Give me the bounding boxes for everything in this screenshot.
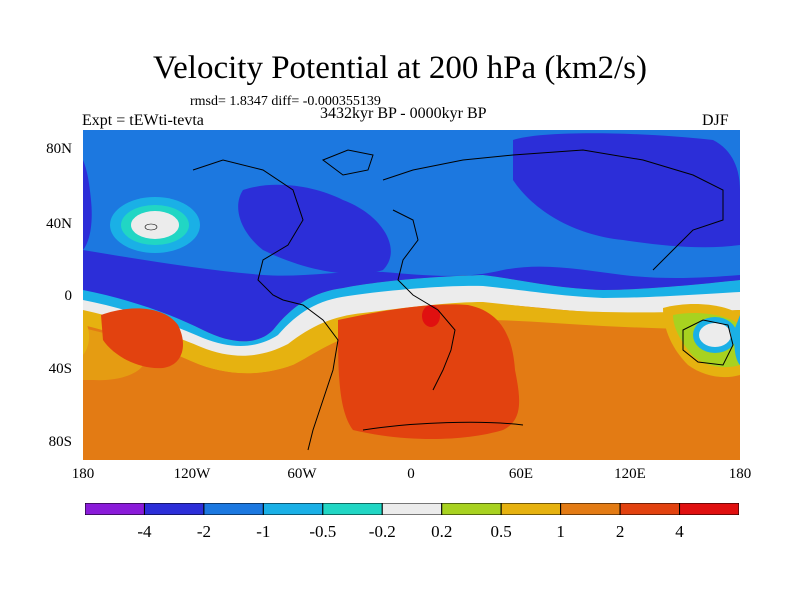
- colorbar-tick-label: 4: [675, 522, 684, 541]
- colorbar-tick-label: -0.2: [368, 522, 396, 541]
- colorbar-tick-label: 0.2: [431, 522, 453, 541]
- colorbar-tick-label: 2: [615, 522, 625, 541]
- colorbar-swatch: [85, 503, 145, 515]
- lon-label-180e: 180: [728, 466, 752, 482]
- plot-title: Velocity Potential at 200 hPa (km2/s): [152, 50, 648, 86]
- colorbar-tick-label: 0.5: [490, 522, 512, 541]
- lon-label-0: 0: [407, 466, 415, 482]
- experiment-label: Expt = tEWti-tevta: [82, 112, 204, 129]
- map-panel: [83, 130, 740, 460]
- colorbar-swatch: [203, 503, 264, 515]
- coastlines: [192, 149, 734, 451]
- colorbar-swatch: [500, 503, 562, 515]
- colorbar-swatch: [143, 503, 205, 515]
- colorbar-tick-label: -0.5: [309, 522, 337, 541]
- lat-label-0: 0: [64, 288, 73, 304]
- lon-label-60w: 60W: [287, 466, 317, 482]
- colorbar-tick-label: 1: [556, 522, 565, 541]
- lon-label-120w: 120W: [173, 466, 211, 482]
- colorbar-tick-label: -2: [196, 522, 211, 541]
- period-label: 3432kyr BP - 0000kyr BP: [320, 105, 487, 122]
- lat-label-40s: 40S: [48, 361, 72, 377]
- velocity-potential-field: [83, 130, 740, 460]
- colorbar-swatch: [322, 503, 383, 515]
- season-label: DJF: [702, 112, 729, 129]
- lat-label-40n: 40N: [46, 216, 72, 232]
- lat-label-80s: 80S: [48, 434, 72, 450]
- colorbar-tick-label: -1: [256, 522, 271, 541]
- colorbar-swatch: [619, 503, 681, 515]
- colorbar-tick-label: -4: [137, 522, 152, 541]
- lon-label-180w: 180: [71, 466, 95, 482]
- colorbar-swatch: [560, 503, 621, 515]
- lon-label-120e: 120E: [614, 466, 646, 482]
- lat-label-80n: 80N: [46, 141, 72, 157]
- lon-label-60e: 60E: [508, 466, 534, 482]
- stats-label: rmsd= 1.8347 diff= -0.000355139: [190, 94, 381, 109]
- colorbar-swatch: [381, 503, 443, 515]
- colorbar-swatch: [441, 503, 502, 515]
- colorbar-swatch: [262, 503, 324, 515]
- colorbar-swatch: [679, 503, 739, 515]
- colorbar: [85, 503, 739, 515]
